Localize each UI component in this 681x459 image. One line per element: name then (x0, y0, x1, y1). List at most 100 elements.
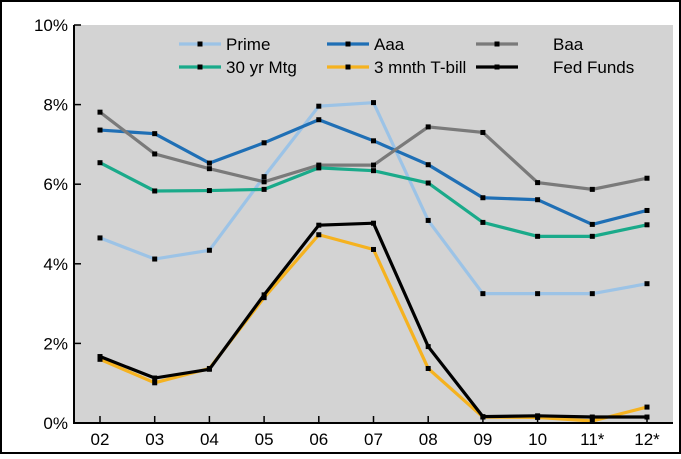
data-point (644, 222, 650, 228)
data-point (261, 174, 267, 180)
series-prime (97, 100, 650, 297)
data-point (425, 162, 431, 168)
data-point (97, 354, 103, 360)
x-tick-label: 07 (364, 430, 383, 449)
legend-item: Fed Funds (476, 58, 634, 77)
data-point (261, 295, 267, 301)
data-point (371, 246, 376, 252)
x-tick-label: 06 (309, 430, 328, 449)
data-point (371, 100, 376, 106)
data-point (206, 166, 212, 172)
data-point (425, 344, 431, 350)
data-point (206, 188, 212, 194)
legend-label: 3 mnth T-bill (374, 58, 466, 77)
legend-item: Aaa (327, 35, 405, 54)
data-point (480, 291, 486, 297)
x-tick-label: 12* (634, 430, 660, 449)
x-tick-label: 10 (528, 430, 547, 449)
data-point (589, 418, 595, 424)
x-tick-label: 05 (255, 430, 274, 449)
data-point (644, 414, 650, 420)
legend-marker (494, 41, 500, 47)
x-tick-label: 03 (145, 430, 164, 449)
data-point (644, 207, 650, 213)
data-point (206, 247, 212, 253)
data-point (316, 222, 322, 228)
x-tick-label: 09 (473, 430, 492, 449)
data-point (535, 233, 541, 239)
data-point (535, 197, 541, 203)
data-point (316, 117, 322, 123)
data-point (644, 404, 650, 410)
data-point (589, 233, 595, 239)
data-point (152, 188, 158, 194)
legend-label: Prime (226, 35, 270, 54)
data-point (480, 414, 486, 420)
series-aaa (97, 117, 650, 227)
data-point (97, 160, 103, 166)
data-point (371, 162, 376, 168)
data-point (261, 186, 267, 192)
legend-label: Aaa (374, 35, 405, 54)
data-point (425, 124, 431, 130)
y-tick-label: 10% (34, 16, 68, 35)
data-point (97, 356, 103, 362)
data-point (206, 366, 212, 372)
legend-item: 3 mnth T-bill (327, 58, 466, 77)
data-point (261, 140, 267, 146)
y-tick-label: 0% (43, 414, 68, 433)
legend-marker (197, 64, 203, 70)
legend-marker (494, 64, 500, 70)
data-point (97, 235, 103, 241)
data-point (644, 281, 650, 287)
data-point (316, 103, 322, 109)
data-point (206, 160, 212, 166)
y-axis: 0% 2% 4% 6% 8% 10% (34, 16, 81, 433)
data-point (425, 217, 431, 223)
data-point (535, 291, 541, 297)
data-point (261, 179, 267, 185)
data-point (152, 131, 158, 137)
data-point (152, 256, 158, 262)
data-point (425, 365, 431, 371)
data-point (97, 109, 103, 115)
series-layer (97, 100, 650, 424)
legend-label: Fed Funds (553, 58, 634, 77)
x-tick-label: 02 (91, 430, 110, 449)
series-fed-funds (97, 220, 650, 420)
data-point (589, 186, 595, 192)
data-point (152, 151, 158, 157)
x-tick-label: 11* (580, 430, 605, 449)
y-tick-label: 6% (43, 175, 68, 194)
x-axis: 02 03 04 05 06 07 08 09 10 11* 12* (91, 416, 660, 449)
data-point (589, 221, 595, 227)
data-point (535, 413, 541, 419)
legend-marker (345, 64, 351, 70)
data-point (152, 375, 158, 381)
data-point (589, 291, 595, 297)
y-tick-label: 2% (43, 334, 68, 353)
data-point (316, 232, 322, 238)
data-point (425, 180, 431, 186)
data-point (589, 414, 595, 420)
legend-marker (345, 41, 351, 47)
x-tick-label: 04 (200, 430, 219, 449)
legend-item: Prime (179, 35, 270, 54)
data-point (371, 220, 376, 226)
legend: Prime Aaa Baa 30 yr Mtg 3 mnth T-bill Fed Fun… (179, 35, 634, 77)
y-tick-label: 8% (43, 96, 68, 115)
data-point (316, 162, 322, 168)
x-tick-label: 08 (419, 430, 438, 449)
legend-label: 30 yr Mtg (226, 58, 297, 77)
data-point (316, 165, 322, 171)
data-point (480, 195, 486, 201)
data-point (371, 138, 376, 144)
series-baa (97, 109, 650, 192)
series-30-yr-mtg (97, 160, 650, 239)
data-point (261, 292, 267, 298)
data-point (371, 168, 376, 174)
data-point (644, 175, 650, 181)
data-point (480, 219, 486, 225)
